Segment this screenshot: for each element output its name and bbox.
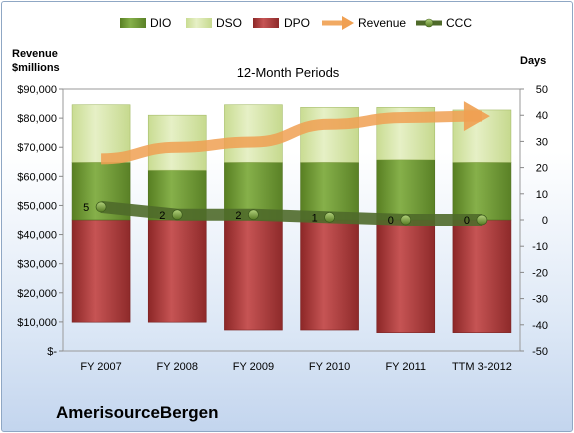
right-axis-tick-label: 40 (536, 110, 548, 122)
ccc-point (324, 212, 335, 223)
x-axis-tick-label: FY 2008 (157, 361, 198, 373)
ccc-data-label: 0 (464, 215, 470, 227)
ccc-data-label: 0 (388, 215, 394, 227)
ccc-point (248, 209, 259, 221)
revenue-line (101, 110, 482, 165)
left-axis-title-line1: Revenue (12, 48, 58, 60)
legend-swatch-dio (120, 18, 146, 28)
left-axis-tick-label: $- (47, 346, 57, 358)
right-axis-tick-label: -30 (532, 294, 548, 306)
bar-dpo (147, 219, 207, 323)
bar-dio (376, 159, 436, 221)
left-axis-tick-label: $80,000 (17, 113, 57, 125)
x-axis-tick-label: FY 2009 (233, 361, 274, 373)
ccc-line (100, 200, 482, 226)
legend-label-revenue: Revenue (358, 16, 406, 30)
bar-dpo (300, 219, 359, 331)
x-axis-tick-label: FY 2007 (80, 361, 121, 373)
left-axis-tick-label: $10,000 (17, 317, 57, 329)
left-axis-tick-label: $30,000 (17, 259, 57, 271)
left-axis-tick-label: $60,000 (17, 171, 57, 183)
bar-dpo (224, 219, 283, 331)
left-axis-tick-label: $90,000 (17, 84, 57, 96)
legend-swatch-revenue (322, 16, 354, 30)
right-axis-tick-label: -10 (532, 241, 548, 253)
bar-dso (224, 104, 283, 163)
bar-dio (452, 162, 512, 221)
left-axis: $- $10,000 $20,000 $30,000 $40,000 $50,000 $60… (17, 84, 63, 358)
ccc-data-label: 2 (159, 210, 165, 222)
x-axis-tick-label: FY 2011 (385, 361, 426, 373)
legend: DIO DSO DPO Revenue CCC (120, 16, 472, 30)
ccc-data-label: 2 (235, 210, 241, 222)
bar-dso (300, 107, 359, 163)
right-axis: -50 -40 -30 -20 -10 0 10 20 30 40 50 (520, 84, 548, 358)
bar-dpo (376, 219, 436, 333)
right-axis-tick-label: 10 (536, 189, 548, 201)
right-axis-tick-label: -50 (532, 346, 548, 358)
ccc-data-label: 1 (312, 212, 318, 224)
right-axis-tick-label: 0 (542, 215, 548, 227)
right-axis-title: Days (520, 55, 546, 67)
ccc-point (171, 209, 183, 221)
left-axis-tick-label: $40,000 (17, 230, 57, 242)
x-axis-tick-label: FY 2010 (309, 361, 350, 373)
right-axis-tick-label: -40 (532, 320, 548, 332)
ccc-point (476, 214, 488, 226)
chart-title: 12-Month Periods (237, 65, 340, 80)
ccc-point (400, 214, 412, 226)
legend-swatch-ccc (416, 18, 442, 28)
x-axis-tick-label: TTM 3-2012 (452, 361, 512, 373)
ccc-data-label: 5 (83, 202, 89, 214)
legend-label-ccc: CCC (446, 16, 472, 30)
legend-swatch-dso (186, 18, 212, 28)
legend-swatch-dpo (253, 18, 279, 28)
legend-label-dio: DIO (150, 16, 171, 30)
left-axis-tick-label: $70,000 (17, 142, 57, 154)
ccc-point (95, 201, 107, 213)
left-axis-tick-label: $20,000 (17, 288, 57, 300)
plot-area: 5 2 2 1 0 0 (62, 88, 521, 352)
bar-dpo (452, 219, 512, 333)
left-axis-tick-label: $50,000 (17, 200, 57, 212)
bar-dpo (71, 219, 131, 323)
bar-dio (300, 162, 359, 221)
left-axis-title-line2: $millions (12, 62, 60, 74)
legend-label-dso: DSO (216, 16, 242, 30)
company-name: AmerisourceBergen (56, 403, 219, 422)
revenue-arrow (463, 101, 490, 132)
right-axis-tick-label: 20 (536, 163, 548, 175)
right-axis-tick-label: 30 (536, 136, 548, 148)
right-axis-tick-label: 50 (536, 84, 548, 96)
legend-label-dpo: DPO (284, 16, 310, 30)
x-axis: FY 2007 FY 2008 FY 2009 FY 2010 FY 2011 TTM 3… (80, 361, 511, 373)
right-axis-tick-label: -20 (532, 267, 548, 279)
